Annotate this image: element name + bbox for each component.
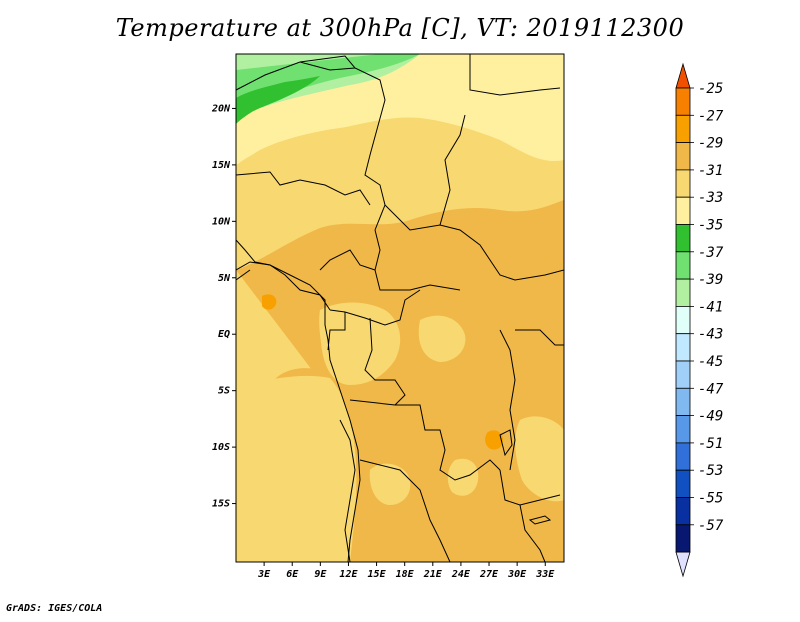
band-27-spot-b: [262, 294, 277, 310]
colorbar-box: [675, 196, 691, 225]
colorbar-box: [675, 415, 691, 444]
y-tick-label: 20N: [211, 103, 231, 114]
x-tick-label: 18E: [396, 569, 415, 580]
colorbar-box: [675, 524, 691, 553]
band-31-atlantic: [236, 358, 357, 562]
y-axis: 20N 15N 10N 5N EQ 5S 10S 15S: [211, 103, 236, 510]
colorbar-label: -31: [698, 163, 723, 179]
colorbar-box: [675, 278, 691, 307]
x-tick-label: 15E: [368, 569, 387, 580]
colorbar-label: -27: [698, 108, 724, 124]
footer-credit: GrADS: IGES/COLA: [6, 603, 103, 614]
temperature-field: [236, 54, 564, 562]
x-tick-label: 27E: [479, 569, 499, 580]
y-tick-label: 15S: [212, 499, 230, 510]
x-tick-label: 3E: [257, 569, 271, 580]
y-tick-label: 5S: [218, 386, 230, 397]
colorbar: -25 -27 -29 -31 -33 -35 -37 -39 -41 -43 -45 -47 -49 -…: [675, 62, 724, 578]
x-tick-label: 21E: [423, 569, 443, 580]
colorbar-label: -45: [698, 354, 723, 370]
colorbar-label: -49: [698, 409, 723, 425]
map-frame: [235, 53, 565, 563]
x-tick-label: 6E: [286, 569, 299, 580]
coastline: [236, 239, 552, 562]
colorbar-label: -37: [698, 245, 724, 261]
colorbar-label: -29: [698, 136, 723, 152]
y-tick-label: 15N: [212, 160, 231, 171]
x-tick-label: 33E: [535, 569, 555, 580]
y-tick-label: 5N: [218, 273, 231, 284]
colorbar-label: -25: [698, 81, 723, 97]
colorbar-label: -57: [698, 518, 724, 534]
colorbar-label: -55: [698, 491, 723, 507]
colorbar-box: [675, 224, 691, 253]
x-tick-label: 30E: [507, 569, 527, 580]
x-tick-label: 12E: [339, 569, 358, 580]
y-tick-label: 10N: [212, 216, 231, 227]
colorbar-box: [675, 442, 691, 471]
y-tick-label: 10S: [212, 442, 230, 453]
colorbar-label: -53: [698, 463, 723, 479]
x-tick-label: 9E: [314, 569, 327, 580]
y-tick-label: EQ: [218, 329, 230, 340]
colorbar-label: -33: [698, 190, 723, 206]
colorbar-box: [675, 305, 691, 335]
band-37: [236, 76, 320, 124]
colorbar-label: -51: [698, 436, 723, 452]
colorbar-box: [675, 251, 691, 280]
plot-title: Temperature at 300hPa [C], VT: 201911230…: [115, 14, 685, 42]
colorbar-label: -35: [698, 218, 723, 234]
x-tick-label: 24E: [451, 569, 471, 580]
colorbar-label: -41: [698, 299, 723, 315]
colorbar-top-arrow: [675, 62, 691, 89]
colorbar-box: [675, 87, 691, 116]
colorbar-box: [675, 497, 691, 526]
country-borders: [236, 54, 564, 562]
band-27-spot: [485, 430, 503, 450]
colorbar-box: [675, 333, 691, 362]
band-31-patch-b: [369, 463, 411, 505]
colorbar-label: -47: [698, 381, 724, 397]
colorbar-label: -43: [698, 327, 723, 343]
colorbar-box: [675, 387, 691, 416]
colorbar-box: [675, 169, 691, 198]
band-31-east: [515, 416, 564, 502]
colorbar-box: [675, 114, 691, 144]
band-31-patch-a: [418, 315, 466, 362]
x-axis: 3E 6E 9E 12E 15E 18E 21E 24E 27E 30E 33E: [257, 562, 555, 580]
colorbar-box: [675, 360, 691, 389]
colorbar-box: [675, 142, 691, 171]
colorbar-bottom-arrow: [675, 551, 691, 578]
colorbar-label: -39: [698, 272, 723, 288]
colorbar-box: [675, 469, 691, 498]
